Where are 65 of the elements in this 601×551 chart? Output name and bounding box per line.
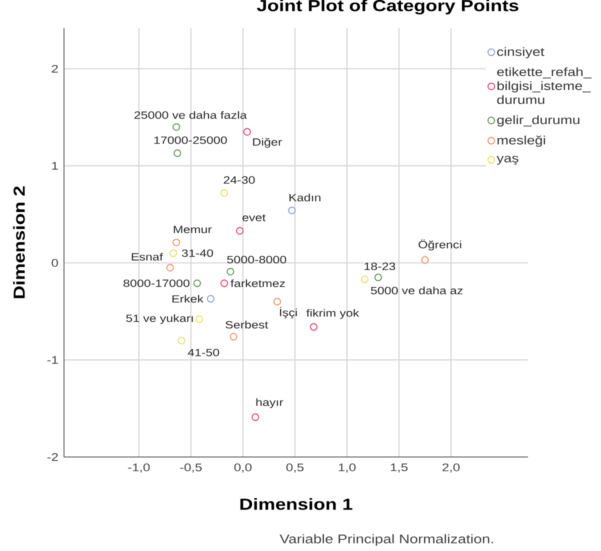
- point: [195, 315, 204, 323]
- annotation: 51 ve yukarı: [126, 314, 193, 324]
- y-axis-title: Dimension 2: [13, 186, 25, 298]
- annotation: fikrim yok: [306, 309, 360, 319]
- y-tick-label: 0: [52, 259, 58, 267]
- annotation: 31-40: [182, 249, 214, 257]
- annotation: Serbest: [226, 320, 268, 328]
- y-tick-label: 1: [52, 162, 58, 170]
- annotation: 18-23: [364, 262, 396, 270]
- x-tick-label: 1,5: [390, 464, 408, 472]
- x-axis-title: Dimension 1: [240, 498, 352, 510]
- legend-label: yaş: [496, 156, 518, 165]
- annotation: Erkek: [172, 294, 204, 303]
- point: [252, 413, 260, 422]
- point: [178, 336, 186, 344]
- point: [206, 294, 214, 303]
- annotation: evet: [242, 214, 266, 222]
- point: [273, 298, 282, 306]
- legend-label: etikette_refah_bilgisi_isteme_durumu: [497, 67, 592, 104]
- point: [166, 264, 174, 272]
- annotation: İşçi: [280, 307, 297, 318]
- annotation: 17000-25000: [154, 136, 227, 144]
- annotation: Memur: [174, 226, 212, 234]
- point: [374, 274, 382, 282]
- point: [220, 189, 228, 197]
- y-tick-label: 2: [52, 64, 58, 73]
- annotation: 8000-17000: [124, 280, 190, 287]
- point: [226, 268, 234, 276]
- annotation: 5000 ve daha az: [370, 286, 463, 294]
- point: [243, 128, 251, 136]
- annotation: 25000 ve daha fazla: [134, 111, 247, 119]
- point: [172, 123, 180, 131]
- y-tick-label: -2: [47, 453, 58, 461]
- text: Variable Principal Normalization.: [280, 534, 493, 546]
- legend-label: cinsiyet: [497, 47, 544, 58]
- annotation: farketmez: [230, 279, 285, 288]
- legend-label: gelir_durumu: [497, 115, 580, 127]
- annotation: 24-30: [224, 176, 255, 184]
- annotation: 41-50: [188, 348, 220, 356]
- annotation: hayır: [256, 398, 284, 408]
- annotation: Esnaf: [132, 252, 163, 261]
- x-tick-label: 0,0: [234, 464, 252, 473]
- point: [230, 332, 238, 340]
- annotation: 5000-8000: [227, 256, 286, 264]
- point: [288, 206, 296, 214]
- point: [360, 276, 368, 284]
- legend-label: mesleği: [498, 136, 546, 147]
- annotation: Diğer: [253, 138, 282, 148]
- point: [310, 323, 318, 331]
- point: [169, 249, 178, 257]
- y-tick-label: -1: [47, 356, 58, 364]
- point: [220, 279, 228, 288]
- x-tick-label: -1,0: [128, 464, 150, 473]
- x-tick-label: 1,0: [338, 464, 356, 473]
- point: [193, 279, 201, 288]
- point: [421, 256, 429, 264]
- annotation: Kadın: [289, 194, 320, 202]
- x-tick-label: 0,5: [286, 464, 304, 473]
- point: [236, 227, 244, 235]
- x-tick-label: -0,5: [180, 464, 202, 473]
- point: [174, 149, 182, 157]
- x-tick-label: 2,0: [442, 464, 460, 473]
- point: [172, 238, 180, 246]
- chart-title: Joint Plot of Category Points: [256, 0, 518, 14]
- annotation: Öğrenci: [418, 240, 462, 250]
